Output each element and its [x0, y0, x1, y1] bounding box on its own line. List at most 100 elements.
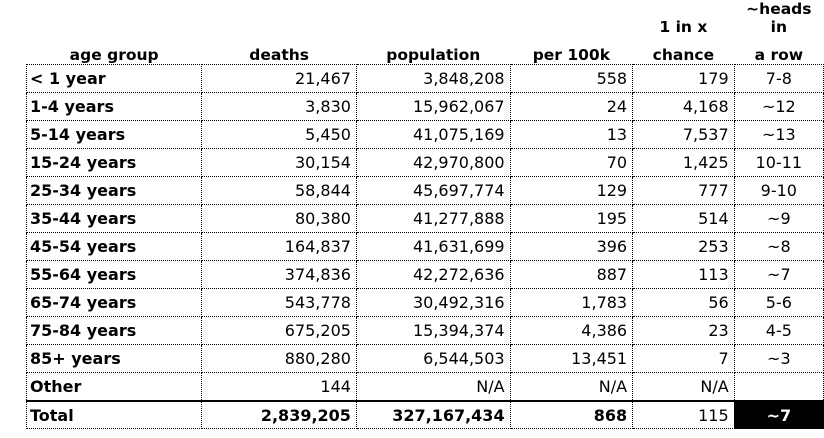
header-chance: chance	[652, 46, 715, 64]
cell-deaths: 144	[201, 372, 357, 402]
cell-deaths: 543,778	[201, 288, 357, 317]
cell-per-100k: 887	[509, 260, 634, 289]
cell-age-group: 45-54 years	[25, 232, 203, 261]
cell-chance: 253	[632, 232, 735, 261]
cell-population: 45,697,774	[355, 176, 511, 205]
cell-deaths: 164,837	[201, 232, 357, 261]
cell-deaths: 880,280	[201, 344, 357, 373]
cell-per-100k: 13	[509, 120, 634, 149]
mortality-table: 1 in x ~heads in age group deaths popula…	[25, 0, 824, 429]
header-top-deaths	[202, 0, 357, 36]
cell-per-100k: 195	[509, 204, 634, 233]
cell-age-group: 55-64 years	[25, 260, 203, 289]
header-deaths: deaths	[249, 46, 309, 64]
table-row: 35-44 years 80,380 41,277,888 195 514 ~9	[25, 204, 824, 233]
cell-chance: 23	[632, 316, 735, 345]
total-cell-deaths: 2,839,205	[201, 400, 357, 429]
cell-chance: 56	[632, 288, 735, 317]
cell-heads-in-a-row: ~12	[733, 92, 824, 121]
cell-heads-in-a-row: ~8	[733, 232, 824, 261]
cell-heads-in-a-row	[733, 372, 824, 402]
cell-deaths: 3,830	[201, 92, 357, 121]
cell-per-100k: 1,783	[509, 288, 634, 317]
cell-deaths: 80,380	[201, 204, 357, 233]
cell-age-group: 25-34 years	[25, 176, 203, 205]
cell-deaths: 675,205	[201, 316, 357, 345]
cell-per-100k: 129	[509, 176, 634, 205]
cell-population: 41,075,169	[355, 120, 511, 149]
cell-deaths: 5,450	[201, 120, 357, 149]
total-row: Total 2,839,205 327,167,434 868 115 ~7	[25, 400, 824, 429]
header-top-age	[27, 0, 202, 36]
cell-heads-in-a-row: 7-8	[733, 64, 824, 93]
cell-chance: 1,425	[632, 148, 735, 177]
table-row: 5-14 years 5,450 41,075,169 13 7,537 ~13	[25, 120, 824, 149]
table-row: 65-74 years 543,778 30,492,316 1,783 56 5-6	[25, 288, 824, 317]
cell-age-group: 85+ years	[25, 344, 203, 373]
cell-age-group: 65-74 years	[25, 288, 203, 317]
header-top-chance: 1 in x	[659, 18, 708, 36]
cell-age-group: 5-14 years	[25, 120, 203, 149]
table-row: 45-54 years 164,837 41,631,699 396 253 ~8	[25, 232, 824, 261]
total-cell-population: 327,167,434	[355, 400, 511, 429]
table-row: 1-4 years 3,830 15,962,067 24 4,168 ~12	[25, 92, 824, 121]
total-cell-chance: 115	[632, 400, 735, 429]
table-row: 55-64 years 374,836 42,272,636 887 113 ~7	[25, 260, 824, 289]
table-row: 25-34 years 58,844 45,697,774 129 777 9-10	[25, 176, 824, 205]
cell-chance: 179	[632, 64, 735, 93]
cell-deaths: 30,154	[201, 148, 357, 177]
cell-population: 3,848,208	[355, 64, 511, 93]
cell-population: 42,970,800	[355, 148, 511, 177]
header-top-per100k	[510, 0, 633, 36]
cell-per-100k: 24	[509, 92, 634, 121]
cell-age-group: Other	[25, 372, 203, 402]
cell-chance: N/A	[632, 372, 735, 402]
table-body: < 1 year 21,467 3,848,208 558 179 7-8 1-4 year…	[25, 64, 824, 429]
cell-chance: 113	[632, 260, 735, 289]
cell-population: 15,394,374	[355, 316, 511, 345]
cell-population: 6,544,503	[355, 344, 511, 373]
cell-heads-in-a-row: ~3	[733, 344, 824, 373]
cell-chance: 4,168	[632, 92, 735, 121]
cell-population: 15,962,067	[355, 92, 511, 121]
cell-heads-in-a-row: ~9	[733, 204, 824, 233]
cell-deaths: 374,836	[201, 260, 357, 289]
header-top-heads: ~heads in	[746, 0, 812, 36]
cell-chance: 7	[632, 344, 735, 373]
total-cell-per-100k: 868	[509, 400, 634, 429]
cell-chance: 777	[632, 176, 735, 205]
cell-deaths: 58,844	[201, 176, 357, 205]
header-per-100k: per 100k	[532, 46, 610, 64]
header-heads-in-a-row: a row	[754, 46, 804, 64]
cell-population: 42,272,636	[355, 260, 511, 289]
cell-population: N/A	[355, 372, 511, 402]
header-row-top: 1 in x ~heads in	[27, 0, 824, 36]
cell-population: 30,492,316	[355, 288, 511, 317]
total-cell-age-group: Total	[25, 400, 203, 429]
header-top-population	[356, 0, 510, 36]
cell-population: 41,277,888	[355, 204, 511, 233]
cell-age-group: < 1 year	[25, 64, 203, 93]
cell-per-100k: 4,386	[509, 316, 634, 345]
cell-chance: 514	[632, 204, 735, 233]
cell-heads-in-a-row: ~7	[733, 260, 824, 289]
cell-deaths: 21,467	[201, 64, 357, 93]
header-population: population	[386, 46, 481, 64]
cell-heads-in-a-row: ~13	[733, 120, 824, 149]
cell-chance: 7,537	[632, 120, 735, 149]
table-row: < 1 year 21,467 3,848,208 558 179 7-8	[25, 64, 824, 93]
cell-per-100k: N/A	[509, 372, 634, 402]
table-row: 85+ years 880,280 6,544,503 13,451 7 ~3	[25, 344, 824, 373]
cell-heads-in-a-row: 10-11	[733, 148, 824, 177]
cell-per-100k: 70	[509, 148, 634, 177]
header-row-bottom: age group deaths population per 100k cha…	[27, 36, 824, 65]
cell-heads-in-a-row: 5-6	[733, 288, 824, 317]
cell-heads-in-a-row: 4-5	[733, 316, 824, 345]
cell-population: 41,631,699	[355, 232, 511, 261]
table-row: Other 144 N/A N/A N/A	[25, 372, 824, 402]
header-age-group: age group	[69, 46, 159, 64]
cell-per-100k: 558	[509, 64, 634, 93]
table-row: 75-84 years 675,205 15,394,374 4,386 23 4-5	[25, 316, 824, 345]
cell-age-group: 35-44 years	[25, 204, 203, 233]
cell-per-100k: 396	[509, 232, 634, 261]
